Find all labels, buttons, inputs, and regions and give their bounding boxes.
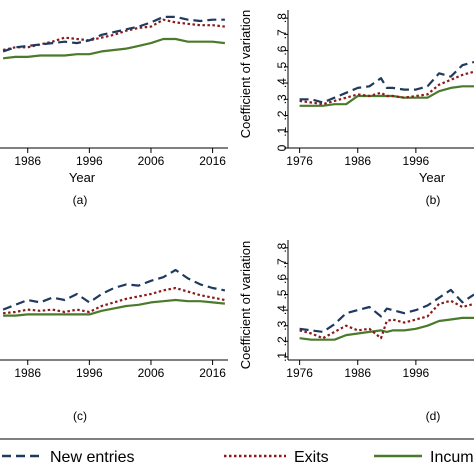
series-line-exits xyxy=(299,70,474,106)
series-line-exits xyxy=(2,286,226,315)
y-tick-label: .7 xyxy=(275,29,289,39)
legend: New entries Exits Incumb xyxy=(0,438,474,474)
x-axis-title: Year xyxy=(69,170,96,185)
x-tick-label: 1986 xyxy=(14,366,41,380)
x-tick-label: 1996 xyxy=(403,154,430,168)
y-tick-label: .2 xyxy=(275,336,289,346)
panel-caption: (d) xyxy=(426,409,441,423)
y-tick-label: .7 xyxy=(275,258,289,268)
panels: 1986 1996 2006 2016 Year (a) 0 .1 .2 .3 .4 .5 .6 .7 .8… xyxy=(0,10,474,423)
y-axis-title: Coefficient of variation xyxy=(238,10,253,138)
series-line-new-entries xyxy=(2,15,225,53)
x-tick-label: 1986 xyxy=(344,366,371,380)
chart-panel-d: .1 .2 .3 .4 .5 .6 .7 .8 1976 1986 1996 Coefficient … xyxy=(238,240,474,423)
series-line-incumb xyxy=(2,37,226,60)
series-line-incumb xyxy=(299,316,474,341)
y-tick-label: .2 xyxy=(275,110,289,120)
y-tick-label: .4 xyxy=(275,78,289,88)
series-line-new-entries xyxy=(299,60,474,104)
panel-caption: (c) xyxy=(73,409,87,423)
chart-panel-c: 1986 1996 2006 2016 (c) xyxy=(0,268,228,423)
x-axis-title: Year xyxy=(419,170,446,185)
y-tick-label: .3 xyxy=(275,94,289,104)
x-tick-label: 1976 xyxy=(286,366,313,380)
legend-item-exits: Exits xyxy=(224,449,329,466)
y-tick-label: .5 xyxy=(275,61,289,71)
legend-item-incumb: Incumb xyxy=(374,449,474,466)
y-tick-label: .4 xyxy=(275,305,289,315)
y-tick-label: .6 xyxy=(275,274,289,284)
legend-label: New entries xyxy=(50,449,134,466)
series-line-exits xyxy=(2,18,226,52)
y-tick-label: .8 xyxy=(275,13,289,23)
chart-panel-b: 0 .1 .2 .3 .4 .5 .6 .7 .8 1976 1986 1996 Year Coeffic… xyxy=(238,10,474,207)
x-tick-label: 1986 xyxy=(14,154,41,168)
series-line-incumb xyxy=(3,298,226,317)
chart-panel-a: 1986 1996 2006 2016 Year (a) xyxy=(0,15,228,207)
y-tick-label: .8 xyxy=(275,242,289,252)
x-tick-label: 2006 xyxy=(138,366,165,380)
series-line-new-entries xyxy=(299,288,474,333)
legend-label: Incumb xyxy=(430,449,474,466)
panel-caption: (a) xyxy=(73,193,88,207)
x-tick-label: 1986 xyxy=(344,154,371,168)
x-tick-label: 1996 xyxy=(76,366,103,380)
x-tick-label: 2016 xyxy=(199,154,226,168)
x-tick-label: 1996 xyxy=(76,154,103,168)
x-tick-label: 1996 xyxy=(403,366,430,380)
y-tick-label: .3 xyxy=(275,320,289,330)
series-line-new-entries xyxy=(2,268,226,311)
y-tick-label: .1 xyxy=(275,352,289,362)
legend-label: Exits xyxy=(294,449,329,466)
series-line-exits xyxy=(299,299,474,340)
x-tick-label: 1976 xyxy=(286,154,313,168)
panel-caption: (b) xyxy=(426,193,441,207)
x-tick-label: 2016 xyxy=(199,366,226,380)
y-axis-title: Coefficient of variation xyxy=(238,241,253,369)
y-tick-label: .1 xyxy=(275,126,289,136)
legend-item-new-entries: New entries xyxy=(2,449,134,466)
y-tick-label: .5 xyxy=(275,289,289,299)
y-tick-label: .6 xyxy=(275,45,289,55)
y-tick-label: 0 xyxy=(275,144,289,151)
x-tick-label: 2006 xyxy=(138,154,165,168)
